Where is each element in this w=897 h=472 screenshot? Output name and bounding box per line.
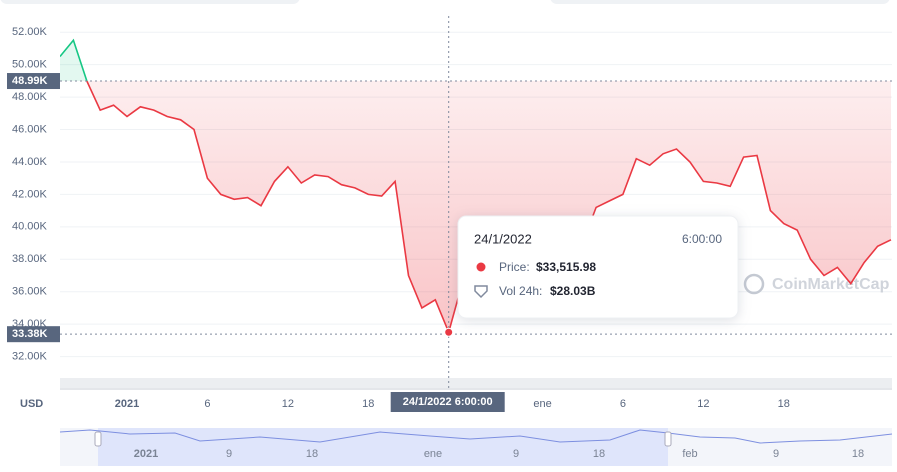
watermark: CoinMarketCap: [772, 276, 890, 293]
y-tick-label: 50.00K: [12, 59, 48, 71]
tooltip-volume-label: Vol 24h:: [499, 284, 542, 298]
navigator-label: 9: [226, 448, 232, 460]
x-tick-label: 12: [282, 398, 294, 410]
navigator[interactable]: [59, 428, 893, 466]
y-tick-label: 42.00K: [12, 188, 48, 200]
navigator-label: 18: [306, 448, 318, 460]
y-tick-label: 36.00K: [12, 286, 48, 298]
tooltip-volume-icon: [474, 285, 488, 299]
navigator-label: 9: [773, 448, 779, 460]
navigator-handle[interactable]: [94, 431, 102, 447]
reference-label-bg: [7, 73, 60, 90]
x-tick-label: 18: [778, 398, 790, 410]
currency-label: USD: [20, 398, 43, 410]
x-tick-label: 2021: [115, 398, 139, 410]
y-tick-label: 40.00K: [12, 221, 48, 233]
tooltip-box: [457, 215, 739, 319]
area-below: [86, 81, 891, 333]
tooltip: 24/1/2022 6:00:00 Price: $33,515.98 Vol 24h:…: [457, 215, 739, 319]
y-tick-label: 38.00K: [12, 253, 48, 265]
x-tick-label: ene: [533, 398, 551, 410]
x-tick-label: 18: [362, 398, 374, 410]
y-tick-label: 52.00K: [12, 26, 48, 38]
y-tick-label: 32.00K: [12, 350, 48, 362]
x-tick-label: 6: [204, 398, 210, 410]
y-tick-label: 44.00K: [12, 156, 48, 168]
navigator-line: [59, 429, 893, 444]
x-tick-label: 6: [620, 398, 626, 410]
top-control[interactable]: [0, 0, 300, 4]
navigator-handle[interactable]: [664, 431, 672, 447]
tooltip-price-label: Price:: [499, 260, 530, 274]
y-tick-label: 48.00K: [12, 91, 48, 103]
navigator-label: feb: [682, 448, 697, 460]
reference-label: 48.99K: [12, 75, 48, 87]
navigator-label: 9: [513, 448, 519, 460]
top-control[interactable]: [550, 0, 890, 4]
reference-label: 33.38K: [12, 328, 48, 340]
tooltip-price: $33,515.98: [536, 260, 596, 274]
navigator-label: 18: [593, 448, 605, 460]
crosshair-label: 24/1/2022 6:00:00: [403, 396, 493, 408]
tooltip-volume: $28.03B: [550, 284, 596, 298]
tooltip-date: 24/1/2022: [474, 231, 532, 246]
tooltip-time: 6:00:00: [682, 232, 722, 246]
crosshair-label-bg: [390, 392, 505, 412]
navigator-window[interactable]: [98, 428, 668, 466]
tooltip-price-dot: [476, 262, 486, 272]
y-tick-label: 46.00K: [12, 123, 48, 135]
navigator-label: 18: [852, 448, 864, 460]
volume-band: [60, 378, 892, 388]
watermark-logo: [743, 273, 765, 295]
x-tick-label: 12: [697, 398, 709, 410]
reference-label-bg: [7, 326, 60, 343]
hover-point: [444, 327, 454, 337]
navigator-label: ene: [424, 448, 442, 460]
navigator-label: 2021: [134, 448, 158, 460]
